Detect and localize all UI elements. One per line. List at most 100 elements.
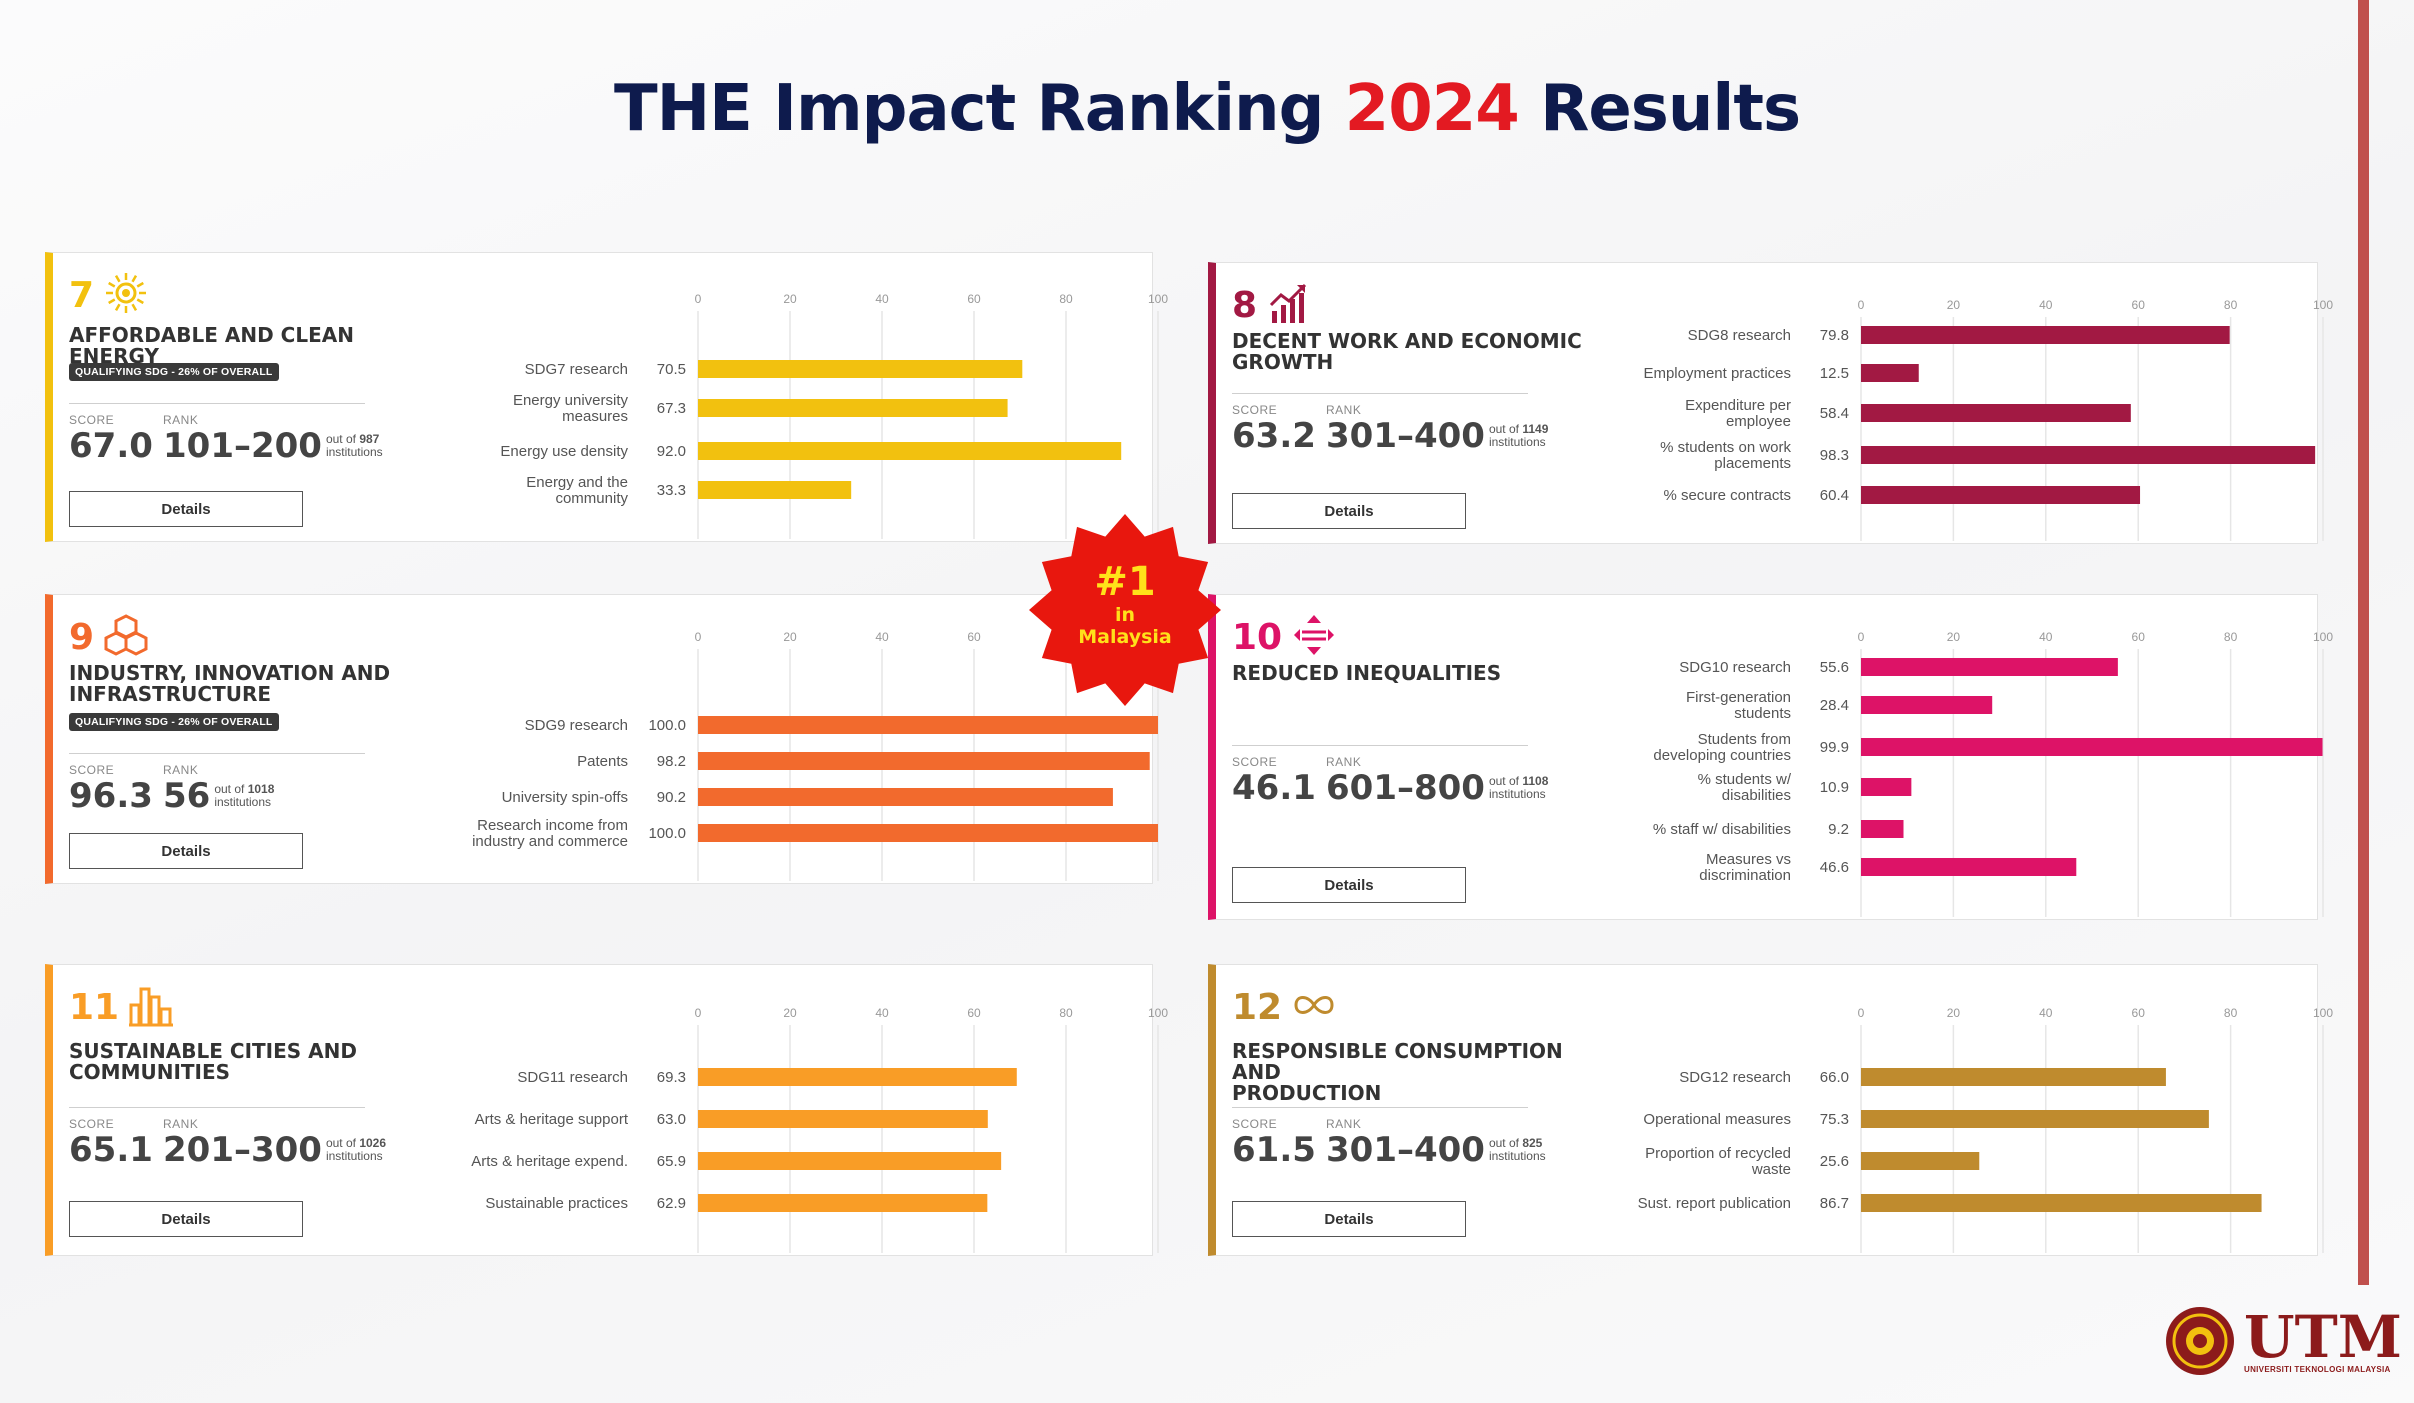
metric-label: SDG11 research (517, 1069, 628, 1086)
rank-total: out of 987 institutions (325, 432, 383, 459)
axis-tick-label: 100 (2313, 298, 2333, 312)
metric-value-label: 55.6 (1820, 659, 1849, 676)
metric-value-label: 67.3 (657, 400, 686, 417)
rank-block: RANK 601–800 out of 1108 institutions (1326, 755, 1548, 807)
sdg-title-line: INFRASTRUCTURE (69, 682, 272, 706)
axis-tick-label: 0 (695, 1006, 702, 1020)
sdg-card-11: 11 SUSTAINABLE CITIES AND COMMUNITIES SCO… (45, 964, 1168, 1256)
metric-label: SDG8 research (1688, 327, 1791, 344)
axis-tick-label: 40 (875, 292, 889, 306)
metric-bar (698, 399, 1008, 417)
sdg-header: 11 (69, 983, 174, 1032)
score-block: SCORE 46.1 (1232, 755, 1316, 807)
metric-label: % secure contracts (1663, 487, 1791, 504)
rank-block: RANK 301–400 out of 825 institutions (1326, 1117, 1546, 1169)
metric-value-label: 86.7 (1820, 1195, 1849, 1212)
score-value: 96.3 (69, 776, 153, 816)
metric-value-label: 28.4 (1820, 697, 1849, 714)
metric-label: placements (1714, 455, 1791, 472)
sdg-card-7: 7 AFFORDABLE AND CLEAN ENERGY QUALIFYING … (45, 252, 1168, 542)
rank-total: out of 1149 institutions (1488, 422, 1549, 449)
metric-value-label: 70.5 (657, 361, 686, 378)
infinity-icon (1292, 983, 1336, 1032)
badge-country: Malaysia (1078, 626, 1172, 648)
sdg-number: 11 (69, 987, 120, 1028)
metric-label: SDG9 research (525, 717, 628, 734)
divider (69, 753, 365, 754)
score-block: SCORE 65.1 (69, 1117, 153, 1169)
metric-value-label: 69.3 (657, 1069, 686, 1086)
metric-bar (1861, 820, 1904, 838)
rank-value: 301–400 (1326, 1130, 1485, 1170)
details-button[interactable]: Details (1232, 1201, 1466, 1237)
divider (69, 1107, 365, 1108)
metric-bar (1861, 1110, 2209, 1128)
divider (1232, 745, 1528, 746)
sdg-card-10: 10 REDUCED INEQUALITIES SCORE 46.1 RANK … (1208, 594, 2333, 920)
sdg-header: 12 (1232, 983, 1336, 1032)
metric-value-label: 75.3 (1820, 1111, 1849, 1128)
axis-tick-label: 20 (783, 1006, 797, 1020)
score-label: SCORE (1232, 1117, 1278, 1131)
axis-tick-label: 40 (2039, 630, 2053, 644)
sdg-title: SUSTAINABLE CITIES AND COMMUNITIES (69, 1041, 429, 1083)
metric-bar (1861, 1152, 1980, 1170)
sdg-card-12: 12 RESPONSIBLE CONSUMPTION AND PRODUCTION… (1208, 964, 2333, 1256)
metric-bar (698, 752, 1150, 770)
axis-tick-label: 100 (2313, 630, 2333, 644)
axis-tick-label: 80 (2224, 1006, 2238, 1020)
rank-value: 56 (163, 776, 211, 816)
metric-label: developing countries (1653, 747, 1791, 764)
details-button[interactable]: Details (69, 1201, 303, 1237)
metric-label: % staff w/ disabilities (1653, 821, 1791, 838)
rank-value: 301–400 (1326, 416, 1485, 456)
qualifying-badge: QUALIFYING SDG - 26% OF OVERALL (69, 713, 279, 731)
score-value: 67.0 (69, 426, 153, 466)
metric-value-label: 65.9 (657, 1153, 686, 1170)
axis-tick-label: 60 (2132, 630, 2146, 644)
utm-logo: UTM UNIVERSITI TEKNOLOGI MALAYSIA (2164, 1305, 2402, 1377)
rank-total: out of 825 institutions (1488, 1136, 1546, 1163)
score-block: SCORE 63.2 (1232, 403, 1316, 455)
rank-block: RANK 56 out of 1018 institutions (163, 763, 274, 815)
metric-label: Energy use density (500, 443, 628, 460)
metric-label: community (555, 490, 628, 507)
axis-tick-label: 100 (2313, 1006, 2333, 1020)
axis-tick-label: 40 (2039, 298, 2053, 312)
metric-label: employee (1726, 413, 1791, 430)
metric-value-label: 10.9 (1820, 779, 1849, 796)
details-button[interactable]: Details (1232, 493, 1466, 529)
sdg-number: 12 (1232, 987, 1283, 1028)
rank-total: out of 1108 institutions (1488, 774, 1549, 801)
metric-bar (1861, 1194, 2262, 1212)
metric-bar (1861, 364, 1919, 382)
qualifying-badge: QUALIFYING SDG - 26% OF OVERALL (69, 363, 279, 381)
axis-tick-label: 80 (2224, 298, 2238, 312)
metric-value-label: 9.2 (1828, 821, 1849, 838)
metric-value-label: 12.5 (1820, 365, 1849, 382)
details-button[interactable]: Details (1232, 867, 1466, 903)
sdg-title-line: PRODUCTION (1232, 1081, 1382, 1105)
axis-tick-label: 20 (783, 292, 797, 306)
accent-side-bar (2358, 0, 2369, 1285)
metric-label: Expenditure per (1685, 397, 1791, 414)
metric-label: Proportion of recycled (1645, 1145, 1791, 1162)
rank-label: RANK (1326, 1117, 1362, 1131)
metric-value-label: 79.8 (1820, 327, 1849, 344)
sdg-number: 8 (1232, 285, 1258, 326)
metric-value-label: 46.6 (1820, 859, 1849, 876)
cubes-icon (104, 613, 148, 662)
metric-label: % students w/ (1698, 771, 1792, 788)
metric-bar (1861, 658, 2118, 676)
axis-tick-label: 60 (967, 292, 981, 306)
axis-tick-label: 60 (2132, 298, 2146, 312)
divider (69, 403, 365, 404)
axis-tick-label: 60 (2132, 1006, 2146, 1020)
details-button[interactable]: Details (69, 491, 303, 527)
sdg-header: 8 (1232, 281, 1311, 330)
axis-tick-label: 40 (875, 1006, 889, 1020)
sdg-card-8: 8 DECENT WORK AND ECONOMIC GROWTH SCORE 6… (1208, 262, 2333, 544)
details-button[interactable]: Details (69, 833, 303, 869)
sdg-header: 9 (69, 613, 148, 662)
